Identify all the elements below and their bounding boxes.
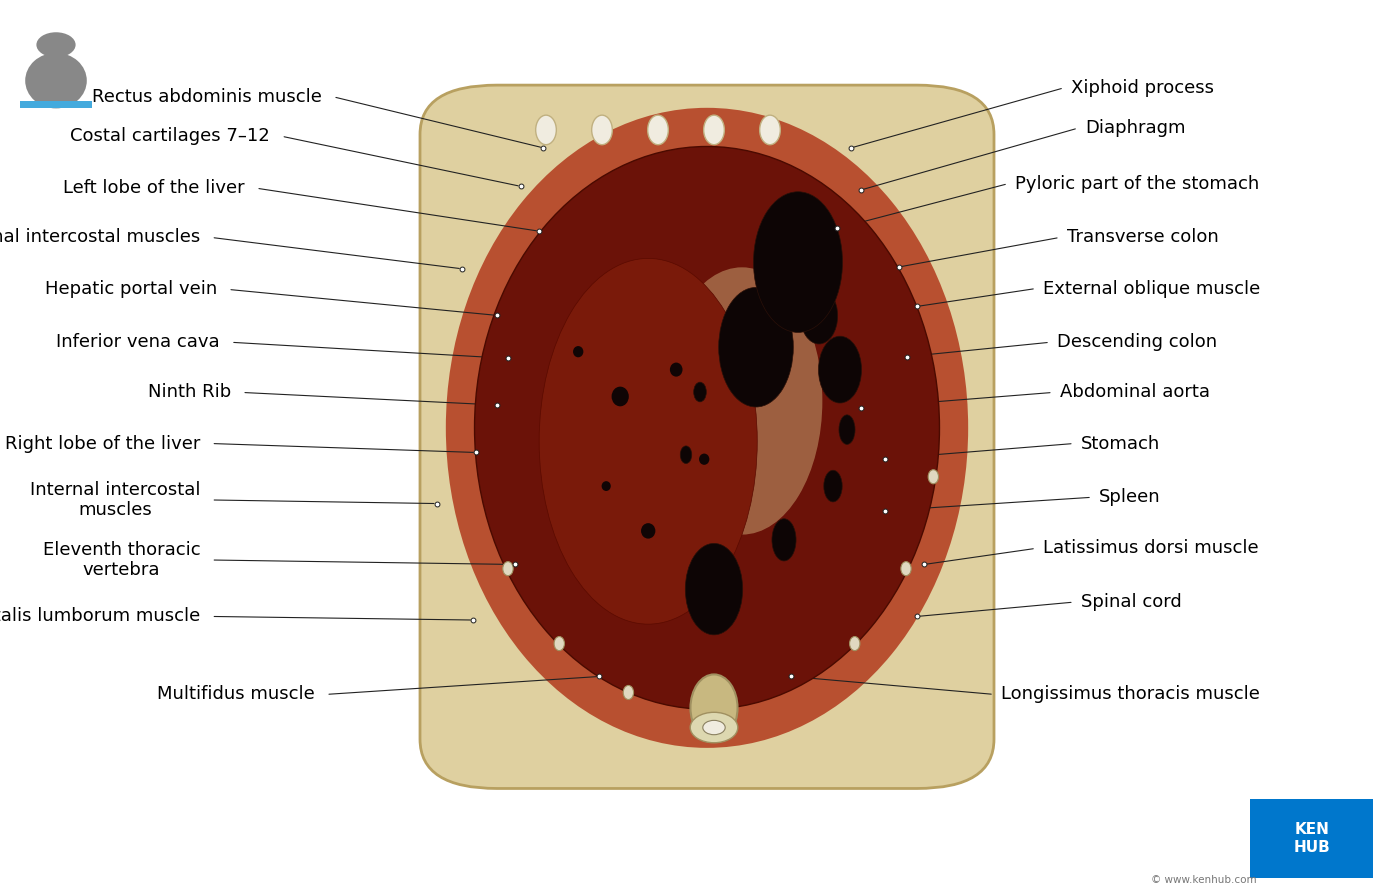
Text: Xiphoid process: Xiphoid process xyxy=(1071,79,1214,97)
Text: Right lobe of the liver: Right lobe of the liver xyxy=(4,435,200,452)
Text: Diaphragm: Diaphragm xyxy=(1085,119,1186,137)
Text: Longissimus thoracis muscle: Longissimus thoracis muscle xyxy=(1001,685,1260,703)
Text: Hepatic portal vein: Hepatic portal vein xyxy=(45,280,217,298)
Text: Ninth Rib: Ninth Rib xyxy=(148,383,231,401)
Text: Internal intercostal
muscles: Internal intercostal muscles xyxy=(29,480,200,520)
Ellipse shape xyxy=(680,446,692,463)
Ellipse shape xyxy=(648,116,668,144)
FancyBboxPatch shape xyxy=(420,85,994,788)
Ellipse shape xyxy=(612,387,629,406)
Ellipse shape xyxy=(801,288,837,344)
Ellipse shape xyxy=(760,116,780,144)
Ellipse shape xyxy=(718,288,794,407)
Text: Rectus abdominis muscle: Rectus abdominis muscle xyxy=(92,88,322,106)
Ellipse shape xyxy=(699,453,710,465)
Ellipse shape xyxy=(623,685,634,700)
Ellipse shape xyxy=(602,481,610,491)
Text: Pyloric part of the stomach: Pyloric part of the stomach xyxy=(1015,175,1259,193)
Ellipse shape xyxy=(850,636,860,650)
Text: Multifidus muscle: Multifidus muscle xyxy=(157,685,315,703)
Ellipse shape xyxy=(693,383,707,401)
Text: Spleen: Spleen xyxy=(1099,488,1161,506)
Text: Descending colon: Descending colon xyxy=(1057,333,1217,351)
Ellipse shape xyxy=(900,562,911,576)
Ellipse shape xyxy=(686,543,743,635)
Text: Iliocostalis lumborum muscle: Iliocostalis lumborum muscle xyxy=(0,607,200,625)
Ellipse shape xyxy=(819,336,861,403)
Ellipse shape xyxy=(573,346,584,358)
Text: © www.kenhub.com: © www.kenhub.com xyxy=(1151,874,1257,885)
Text: Costal cartilages 7–12: Costal cartilages 7–12 xyxy=(70,127,270,145)
Ellipse shape xyxy=(669,363,683,376)
Ellipse shape xyxy=(503,562,514,576)
Ellipse shape xyxy=(771,519,797,561)
Ellipse shape xyxy=(662,267,822,535)
Ellipse shape xyxy=(475,146,939,710)
Text: External oblique muscle: External oblique muscle xyxy=(1043,280,1260,297)
Text: Stomach: Stomach xyxy=(1081,435,1161,452)
Ellipse shape xyxy=(753,192,843,332)
Text: Latissimus dorsi muscle: Latissimus dorsi muscle xyxy=(1043,539,1259,557)
Circle shape xyxy=(36,32,76,57)
Ellipse shape xyxy=(690,675,738,741)
Text: Inferior vena cava: Inferior vena cava xyxy=(56,333,220,351)
Ellipse shape xyxy=(445,108,969,748)
Circle shape xyxy=(690,712,738,743)
Text: External intercostal muscles: External intercostal muscles xyxy=(0,228,200,246)
Ellipse shape xyxy=(839,415,855,444)
Ellipse shape xyxy=(592,116,612,144)
Text: Left lobe of the liver: Left lobe of the liver xyxy=(63,179,245,197)
Ellipse shape xyxy=(536,116,556,144)
FancyBboxPatch shape xyxy=(20,101,92,108)
Text: Transverse colon: Transverse colon xyxy=(1067,228,1218,246)
Text: Eleventh thoracic
vertebra: Eleventh thoracic vertebra xyxy=(42,540,200,580)
Text: KEN
HUB: KEN HUB xyxy=(1294,822,1330,856)
Circle shape xyxy=(703,720,725,735)
Ellipse shape xyxy=(704,116,724,144)
Ellipse shape xyxy=(554,636,564,650)
Ellipse shape xyxy=(539,258,757,625)
Ellipse shape xyxy=(25,53,87,108)
Ellipse shape xyxy=(823,470,843,502)
Text: Spinal cord: Spinal cord xyxy=(1081,593,1182,611)
Ellipse shape xyxy=(928,470,938,484)
Text: Abdominal aorta: Abdominal aorta xyxy=(1060,383,1210,401)
Ellipse shape xyxy=(641,523,655,538)
FancyBboxPatch shape xyxy=(1250,799,1373,878)
